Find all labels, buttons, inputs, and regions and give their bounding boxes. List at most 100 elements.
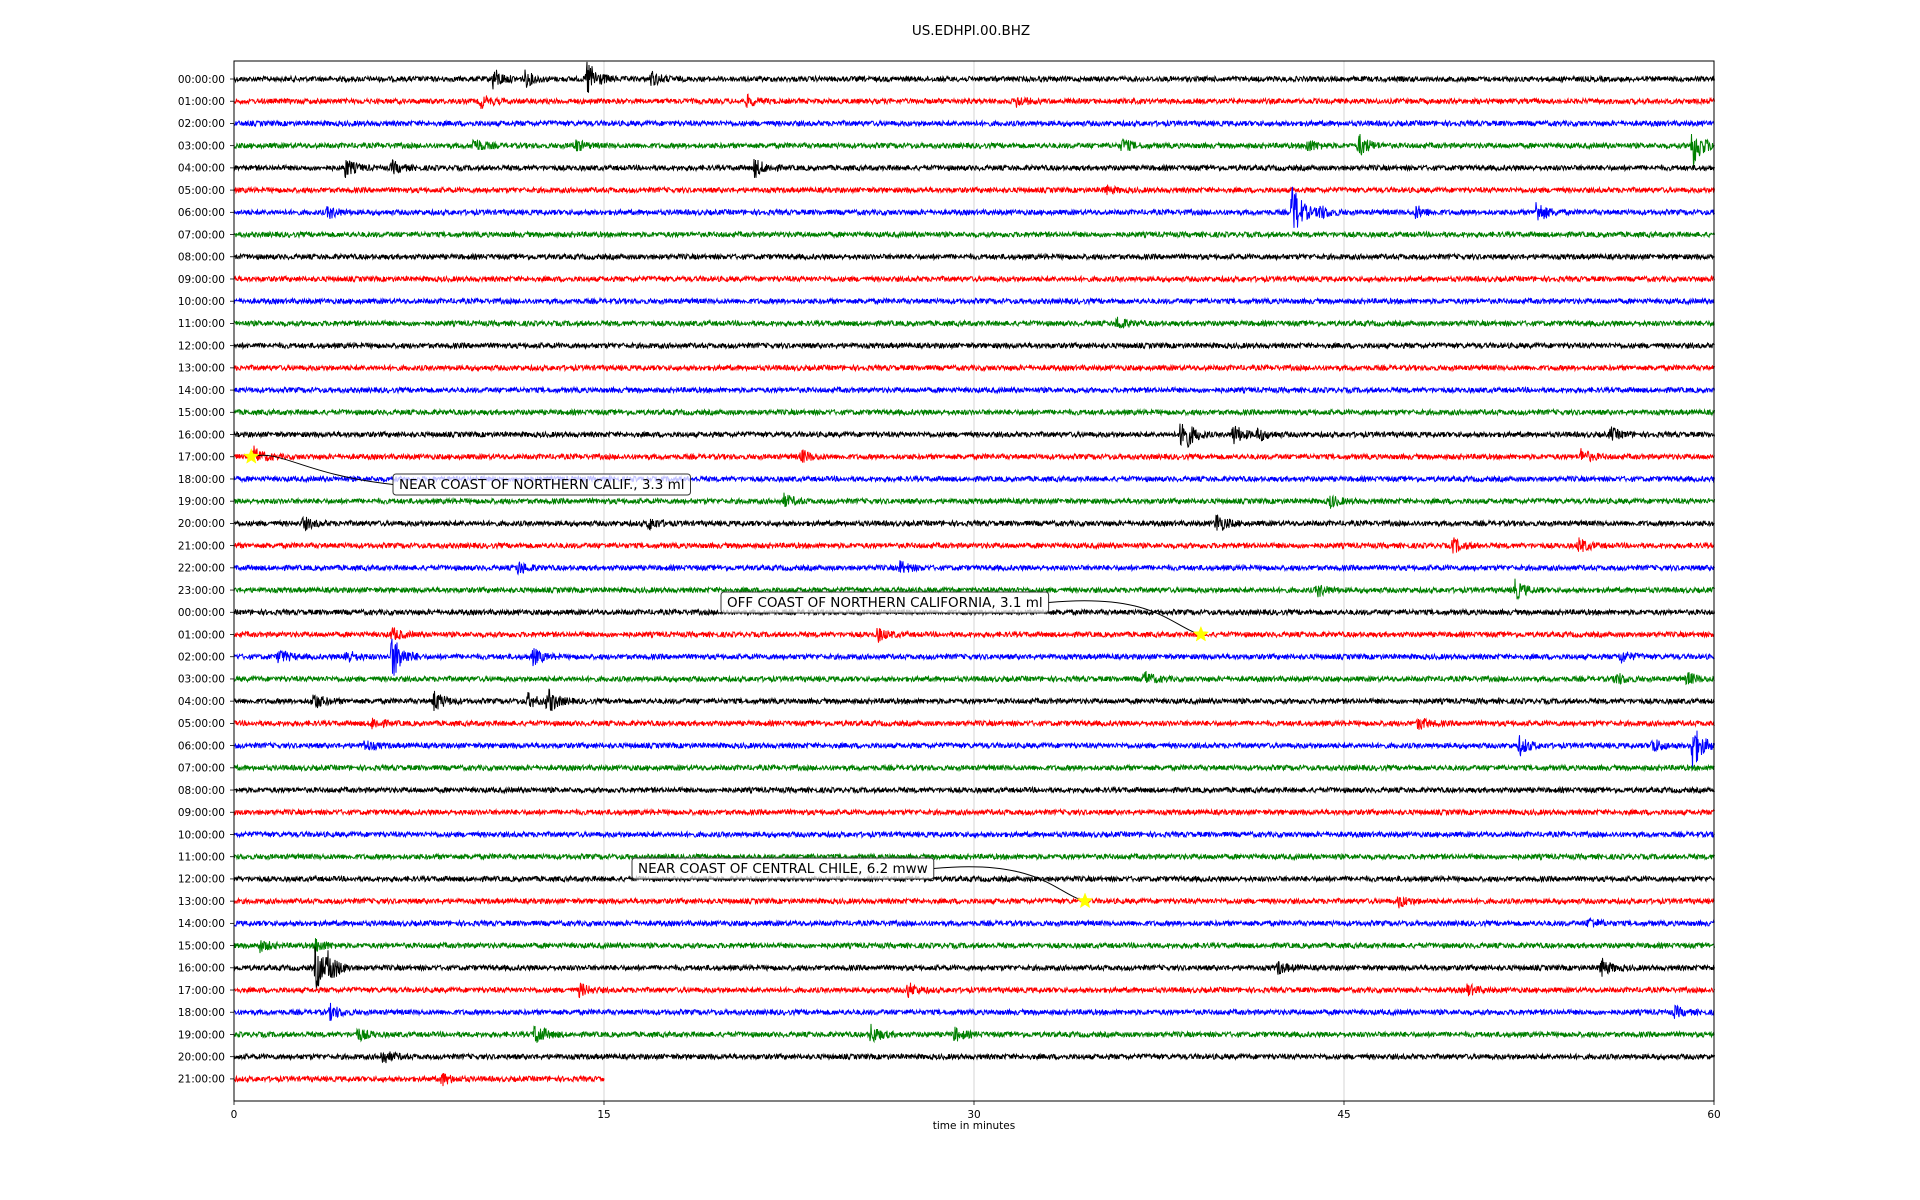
trace-row <box>233 93 1715 110</box>
trace-row <box>233 186 1715 228</box>
y-tick-label: 04:00:00 <box>178 163 225 175</box>
trace-row <box>233 407 1715 417</box>
trace-row <box>233 341 1715 351</box>
y-tick-label: 08:00:00 <box>178 785 225 797</box>
trace-row <box>233 830 1715 839</box>
x-axis-label: time in minutes <box>933 1120 1015 1132</box>
x-tick-label: 45 <box>1337 1109 1350 1121</box>
y-tick-label: 12:00:00 <box>178 340 225 352</box>
y-tick-label: 02:00:00 <box>178 118 225 130</box>
trace-row <box>233 363 1715 373</box>
trace-row <box>233 296 1715 306</box>
trace-row <box>233 807 1715 817</box>
y-tick-label: 22:00:00 <box>178 563 225 575</box>
trace-row <box>233 316 1715 329</box>
y-tick-label: 11:00:00 <box>178 852 225 864</box>
trace-row <box>233 1050 1715 1064</box>
x-tick-label: 15 <box>597 1109 610 1121</box>
event-connector <box>1048 600 1202 635</box>
trace-row <box>233 158 1715 178</box>
trace-row <box>233 1002 1715 1021</box>
event-annotation: NEAR COAST OF CENTRAL CHILE, 6.2 mww <box>631 857 1094 909</box>
x-tick-labels: 0 15 30 45 60 <box>231 1101 1721 1121</box>
y-tick-label: 11:00:00 <box>178 318 225 330</box>
trace-row <box>233 514 1715 532</box>
y-tick-label: 12:00:00 <box>178 874 225 886</box>
y-tick-label: 23:00:00 <box>178 585 225 597</box>
y-tick-label: 00:00:00 <box>178 74 225 86</box>
trace-row <box>233 445 1715 463</box>
y-tick-label: 13:00:00 <box>178 896 225 908</box>
event-annotation: OFF COAST OF NORTHERN CALIFORNIA, 3.1 ml <box>720 591 1210 642</box>
y-tick-label: 14:00:00 <box>178 918 225 930</box>
y-tick-label: 14:00:00 <box>178 385 225 397</box>
y-tick-label: 05:00:00 <box>178 185 225 197</box>
event-connector <box>251 454 394 485</box>
y-tick-label: 15:00:00 <box>178 407 225 419</box>
y-tick-label: 18:00:00 <box>178 474 225 486</box>
trace-row <box>233 717 1715 730</box>
trace-row <box>233 730 1715 769</box>
trace-row <box>233 184 1715 196</box>
trace-row <box>233 982 1715 999</box>
y-tick-labels: 00:00:00 01:00:00 02:00:00 03:00:00 04:00:00… <box>178 74 234 1086</box>
event-connector <box>933 866 1086 902</box>
trace-row <box>233 118 1715 128</box>
trace-row <box>233 627 1715 643</box>
trace-row <box>233 916 1715 928</box>
y-tick-label: 17:00:00 <box>178 985 225 997</box>
y-tick-label: 09:00:00 <box>178 807 225 819</box>
y-tick-label: 06:00:00 <box>178 207 225 219</box>
trace-row <box>233 423 1715 448</box>
trace-row <box>233 578 1715 601</box>
trace-row <box>233 946 1715 990</box>
trace-row <box>233 537 1715 554</box>
y-tick-label: 16:00:00 <box>178 429 225 441</box>
trace-row <box>233 763 1715 773</box>
trace-row <box>233 385 1715 395</box>
y-tick-label: 15:00:00 <box>178 940 225 952</box>
trace-row <box>233 688 1715 712</box>
x-tick-label: 30 <box>967 1109 980 1121</box>
trace-row <box>233 61 1715 93</box>
y-tick-label: 03:00:00 <box>178 140 225 152</box>
y-tick-label: 06:00:00 <box>178 740 225 752</box>
trace-row <box>233 252 1715 262</box>
seismogram-traces <box>233 61 1715 1087</box>
event-annotations: NEAR COAST OF NORTHERN CALIF., 3.3 ml OFF… <box>243 447 1210 909</box>
event-label: NEAR COAST OF NORTHERN CALIF., 3.3 ml <box>399 477 685 493</box>
y-tick-label: 10:00:00 <box>178 829 225 841</box>
trace-row <box>233 874 1715 884</box>
y-tick-label: 00:00:00 <box>178 607 225 619</box>
trace-row <box>233 895 1715 909</box>
y-tick-label: 01:00:00 <box>178 96 225 108</box>
y-tick-label: 10:00:00 <box>178 296 225 308</box>
y-tick-label: 16:00:00 <box>178 963 225 975</box>
event-star-marker <box>243 447 260 464</box>
trace-row <box>233 133 1715 167</box>
trace-row <box>233 670 1715 686</box>
event-label: NEAR COAST OF CENTRAL CHILE, 6.2 mww <box>638 861 928 877</box>
y-tick-label: 21:00:00 <box>178 540 225 552</box>
y-tick-label: 07:00:00 <box>178 763 225 775</box>
trace-row <box>233 230 1715 240</box>
y-tick-label: 19:00:00 <box>178 496 225 508</box>
trace-row <box>233 785 1715 795</box>
y-tick-label: 05:00:00 <box>178 718 225 730</box>
trace-row <box>233 560 1715 576</box>
y-tick-label: 07:00:00 <box>178 229 225 241</box>
y-tick-label: 20:00:00 <box>178 1051 225 1063</box>
y-tick-label: 04:00:00 <box>178 696 225 708</box>
event-star-marker <box>1192 625 1210 642</box>
y-tick-label: 13:00:00 <box>178 363 225 375</box>
y-tick-label: 19:00:00 <box>178 1029 225 1041</box>
y-tick-label: 17:00:00 <box>178 452 225 464</box>
y-tick-label: 03:00:00 <box>178 674 225 686</box>
trace-row <box>233 1072 605 1087</box>
event-label: OFF COAST OF NORTHERN CALIFORNIA, 3.1 ml <box>727 595 1043 611</box>
y-tick-label: 20:00:00 <box>178 518 225 530</box>
y-tick-label: 01:00:00 <box>178 629 225 641</box>
y-tick-label: 09:00:00 <box>178 274 225 286</box>
trace-row <box>233 492 1715 509</box>
